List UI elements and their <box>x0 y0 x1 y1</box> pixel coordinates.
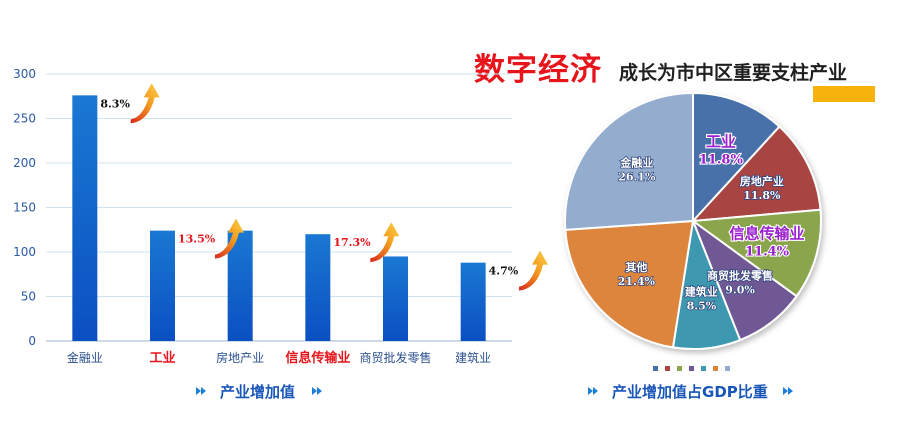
pie-slice <box>692 91 781 224</box>
pie-slice-label: 商贸批发零售 <box>707 269 773 283</box>
pie-slice-value: 11.8% <box>743 189 781 202</box>
growth-label: 8.3% <box>100 97 130 110</box>
pie-slice-value: 8.5% <box>687 299 717 312</box>
pie-slice-value: 11.8% <box>699 152 744 167</box>
x-tick-label: 工业 <box>149 350 175 366</box>
pie-slice-label: 建筑业 <box>685 284 718 298</box>
y-tick-label: 100 <box>13 245 36 259</box>
x-tick-label: 建筑业 <box>455 350 491 365</box>
orange-up-arrow-icon <box>215 218 244 259</box>
legend-swatch <box>725 366 730 371</box>
double-chevron-icon <box>783 387 793 395</box>
double-chevron-icon <box>588 387 598 395</box>
pie-slice-label: 金融业 <box>619 156 653 170</box>
bar <box>150 230 175 341</box>
pie-slices <box>564 91 822 350</box>
chevron-shape <box>312 387 322 395</box>
pie-slice-value: 9.0% <box>725 284 755 297</box>
arrow-shape <box>215 218 244 259</box>
pie-slice-label: 其他 <box>625 260 647 274</box>
y-tick-label: 150 <box>13 201 36 215</box>
pie-slice-value: 21.4% <box>618 275 656 288</box>
pie-slice-label: 信息传输业 <box>730 224 805 242</box>
pie-slice-value: 11.4% <box>745 244 790 259</box>
chevron-shape <box>196 387 206 395</box>
y-tick-label: 200 <box>13 156 36 170</box>
legend-swatch <box>665 366 670 371</box>
chevron-shape <box>783 387 793 395</box>
pie-slice <box>564 219 695 349</box>
bar <box>305 234 331 341</box>
bar-chart-caption: 产业增加值 <box>220 383 296 401</box>
arrow-shape <box>130 83 160 124</box>
legend-swatch <box>653 366 658 371</box>
x-tick-label: 信息传输业 <box>285 350 350 366</box>
legend-swatch <box>701 366 706 371</box>
x-tick-label: 金融业 <box>67 350 103 365</box>
headline-rest: 成长为市中区重要支柱产业 <box>619 62 848 84</box>
orange-up-arrow-icon <box>370 222 400 263</box>
legend-swatch <box>677 366 682 371</box>
x-tick-label: 商贸批发零售 <box>359 350 431 365</box>
arrow-shape <box>370 222 400 263</box>
double-chevron-icon <box>196 387 206 395</box>
y-tick-label: 250 <box>13 112 36 126</box>
pie-slice-label: 房地产业 <box>740 174 784 188</box>
growth-label: 4.7% <box>489 265 519 278</box>
pie-slice-value: 26.1% <box>618 171 656 184</box>
legend-swatch <box>713 366 718 371</box>
headline-highlight: 数字经济 <box>474 52 602 88</box>
growth-label: 17.3% <box>333 236 371 249</box>
chevron-shape <box>588 387 598 395</box>
pie-chart-caption: 产业增加值占GDP比重 <box>612 383 768 401</box>
pie-slice <box>690 208 822 298</box>
bar <box>227 230 253 341</box>
y-tick-label: 300 <box>13 67 36 81</box>
pie-slice <box>690 125 822 223</box>
orange-up-arrow-icon <box>519 250 549 291</box>
headline-accent-bar <box>813 86 875 102</box>
pie-slice-label: 工业 <box>706 132 736 150</box>
bar <box>460 262 486 341</box>
legend-swatch <box>689 366 694 371</box>
orange-up-arrow-icon <box>130 83 160 124</box>
pie-slice <box>564 91 694 231</box>
double-chevron-icon <box>312 387 322 395</box>
y-tick-label: 0 <box>28 334 36 348</box>
y-tick-label: 50 <box>21 290 36 304</box>
bar <box>383 256 408 341</box>
arrow-shape <box>519 250 549 291</box>
x-tick-label: 房地产业 <box>216 350 264 365</box>
growth-label: 13.5% <box>178 233 216 246</box>
bar <box>72 95 98 341</box>
